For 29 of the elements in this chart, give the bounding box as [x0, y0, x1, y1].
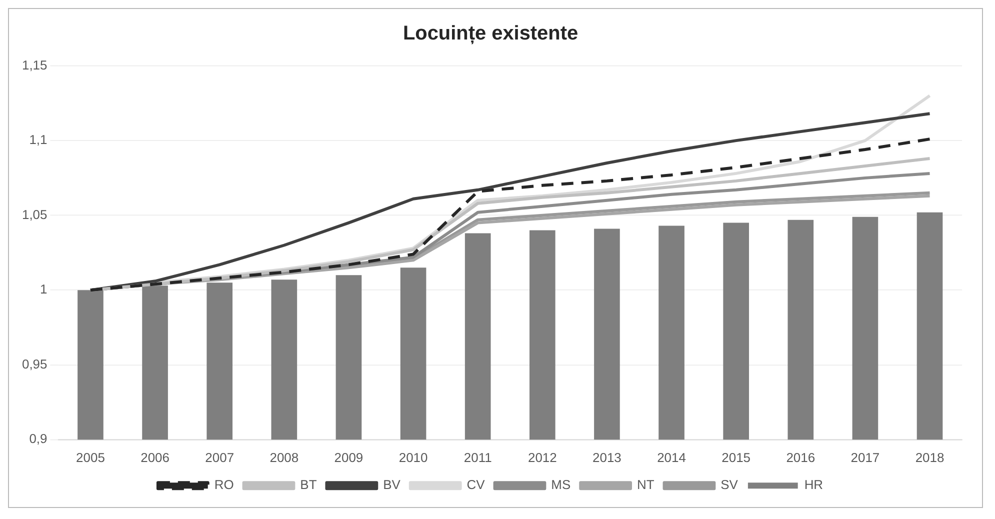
legend-label: BT	[300, 477, 317, 492]
x-tick-label: 2007	[205, 450, 234, 465]
x-tick-label: 2009	[334, 450, 364, 465]
y-tick-label: 1,15	[22, 57, 48, 72]
legend-label: BV	[383, 477, 401, 492]
x-tick-label: 2013	[592, 450, 622, 465]
legend-label: MS	[551, 477, 571, 492]
legend-label: RO	[214, 477, 234, 492]
y-tick-label: 0,9	[29, 431, 48, 446]
x-tick-label: 2014	[657, 450, 686, 465]
legend-label: SV	[720, 477, 738, 492]
y-tick-label: 0,95	[22, 356, 48, 372]
x-tick-label: 2017	[850, 450, 880, 465]
x-tick-label: 2010	[398, 450, 428, 465]
x-tick-label: 2015	[722, 450, 751, 465]
legend-label: CV	[466, 477, 486, 492]
x-tick-label: 2011	[464, 450, 492, 465]
chart-title: Locuințe existente	[402, 22, 578, 44]
x-tick-label: 2016	[786, 450, 816, 465]
x-tick-label: 2006	[140, 450, 170, 465]
x-tick-label: 2008	[270, 450, 299, 465]
y-tick-label: 1	[40, 282, 48, 297]
x-tick-label: 2005	[76, 450, 105, 465]
x-tick-label: 2012	[528, 450, 557, 465]
legend-label: HR	[804, 477, 824, 492]
x-tick-label: 2018	[915, 450, 944, 465]
y-tick-label: 1,1	[29, 132, 48, 148]
y-tick-label: 1,05	[22, 206, 48, 222]
legend-label: NT	[636, 477, 654, 492]
